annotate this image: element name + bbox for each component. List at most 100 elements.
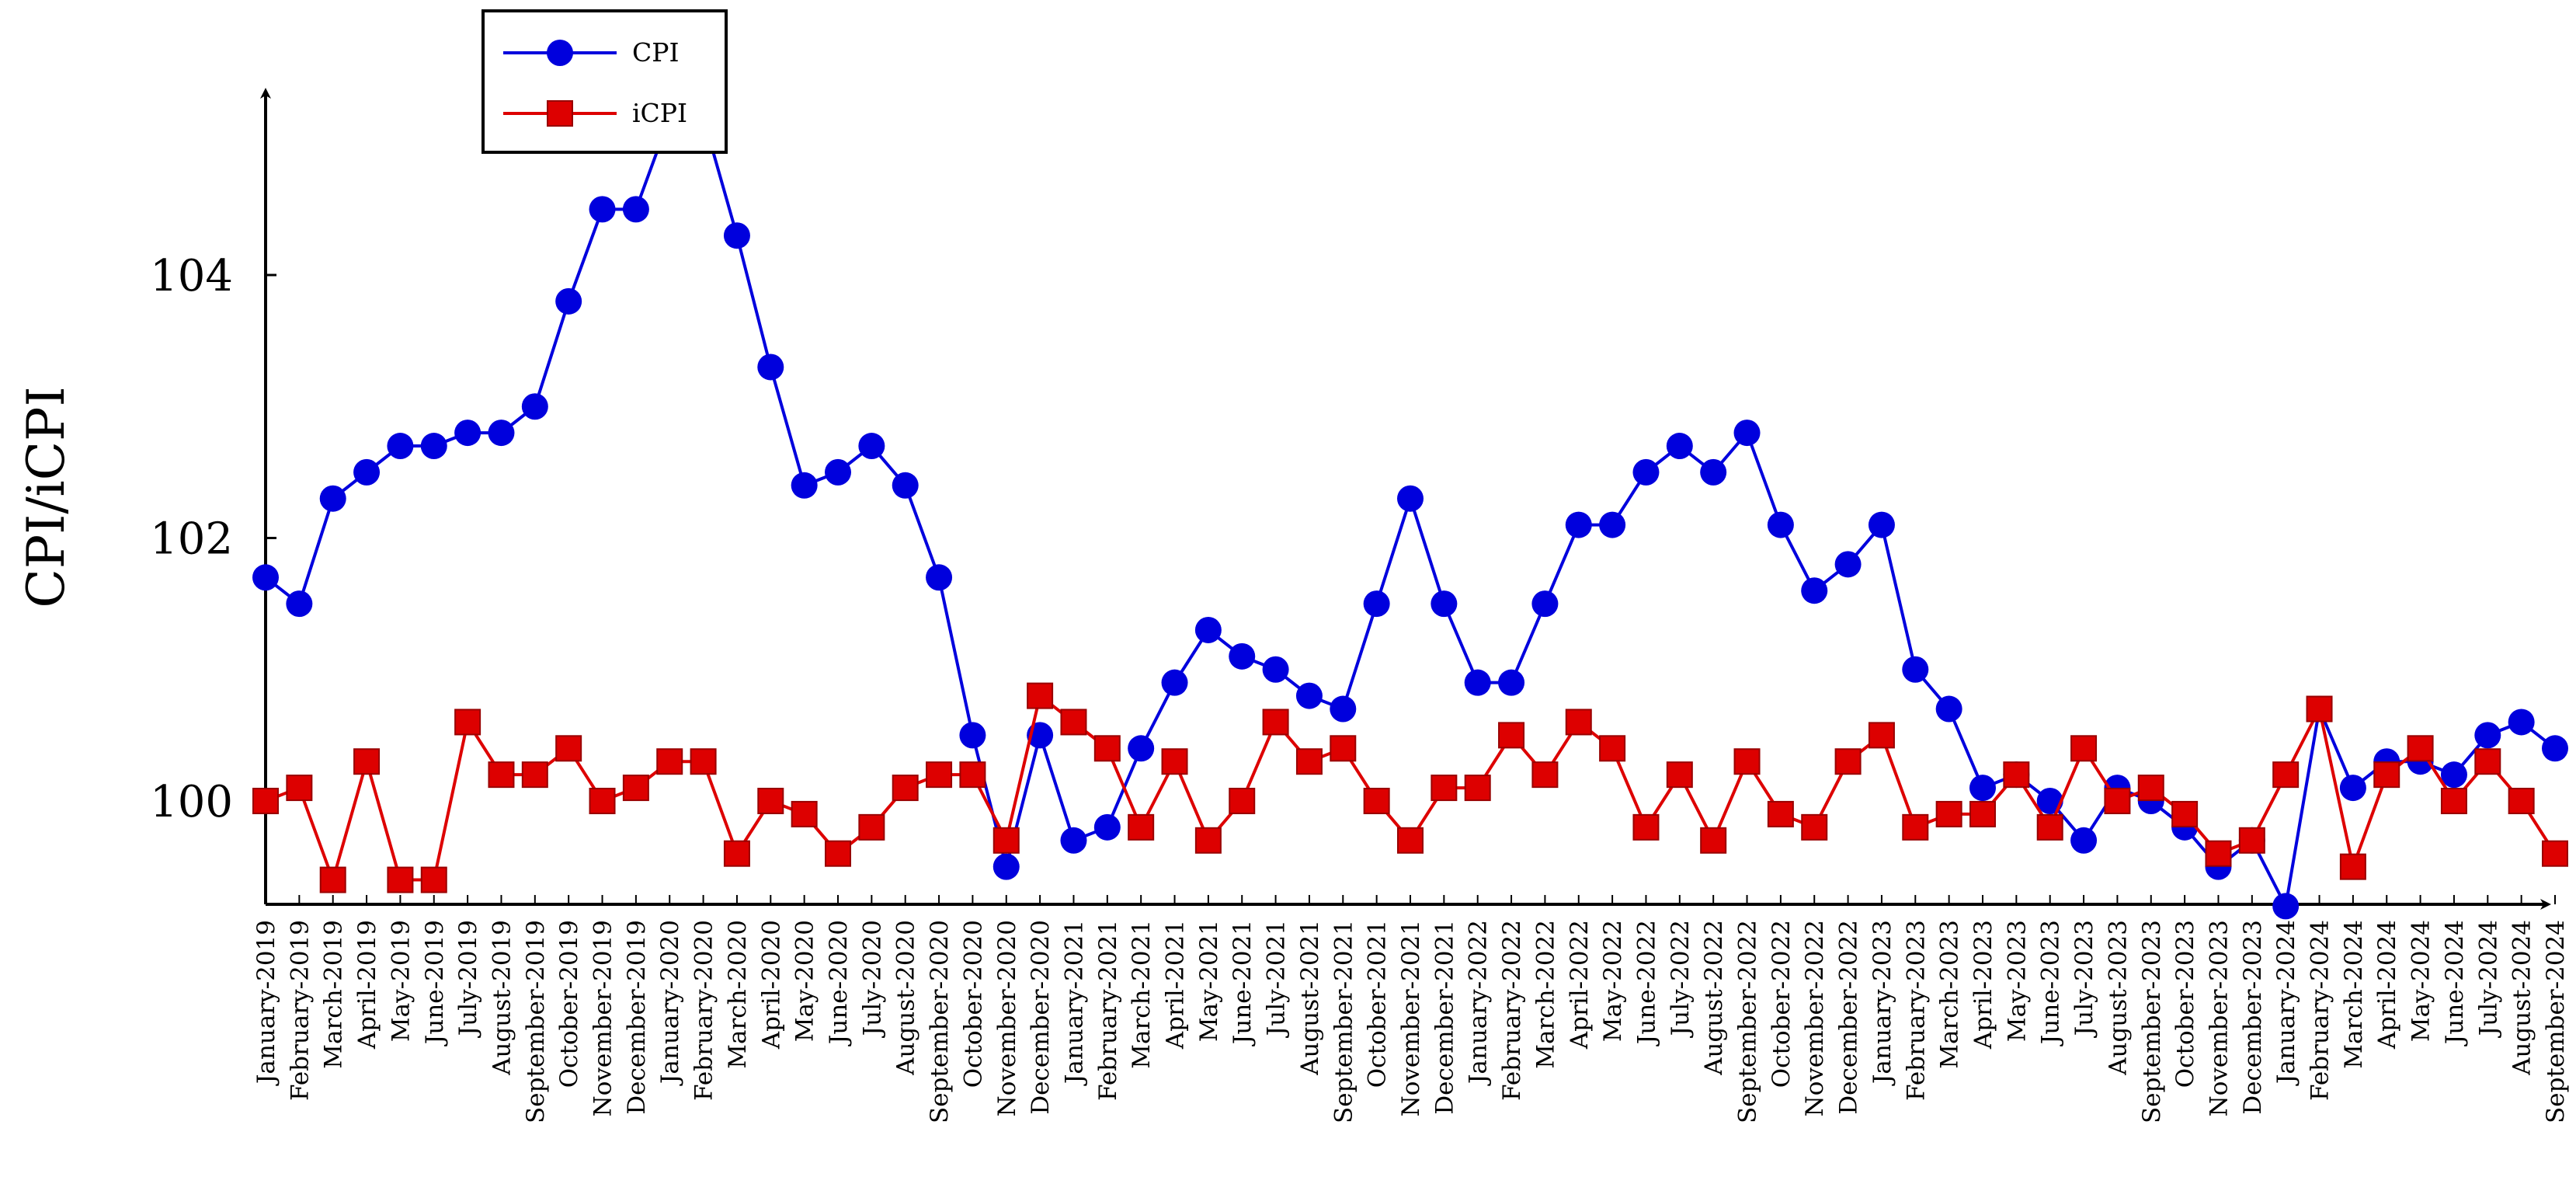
data-point-cpi xyxy=(488,420,515,447)
data-point-cpi xyxy=(420,433,447,460)
data-point-icpi xyxy=(892,775,919,802)
data-point-icpi xyxy=(723,840,750,867)
data-point-icpi xyxy=(2508,788,2535,814)
data-point-icpi xyxy=(1060,709,1087,736)
x-tick-label: October-2022 xyxy=(1768,920,1796,1088)
x-tick-label: December-2019 xyxy=(623,920,651,1115)
data-point-cpi xyxy=(1093,813,1121,841)
x-tick-label: March-2023 xyxy=(1936,920,1964,1069)
x-tick-label: August-2024 xyxy=(2508,920,2536,1076)
data-point-cpi xyxy=(2440,761,2467,789)
data-point-icpi xyxy=(2070,735,2098,762)
x-tick-label: February-2022 xyxy=(1498,920,1526,1101)
data-point-icpi xyxy=(622,775,649,802)
x-tick-label: December-2022 xyxy=(1835,920,1863,1115)
data-point-icpi xyxy=(1666,761,1693,789)
data-point-cpi xyxy=(1262,656,1289,683)
data-point-icpi xyxy=(1397,827,1424,854)
data-point-cpi xyxy=(2339,775,2366,802)
x-tick-label: July-2021 xyxy=(1263,920,1291,1038)
x-tick-label: August-2022 xyxy=(1700,920,1728,1076)
data-point-cpi xyxy=(1801,577,1828,604)
data-point-icpi xyxy=(2306,695,2333,723)
x-tick-label: February-2019 xyxy=(286,920,314,1101)
data-point-cpi xyxy=(387,433,414,460)
data-point-cpi xyxy=(521,393,548,420)
data-point-icpi xyxy=(353,748,381,775)
data-point-cpi xyxy=(1330,695,1357,723)
data-point-cpi xyxy=(2272,893,2300,920)
x-tick-label: February-2020 xyxy=(690,920,718,1101)
data-point-cpi xyxy=(1431,590,1458,618)
data-point-icpi xyxy=(1733,748,1761,775)
data-point-icpi xyxy=(1565,709,1592,736)
data-point-icpi xyxy=(589,788,616,814)
data-point-icpi xyxy=(959,761,986,789)
data-point-cpi xyxy=(1531,590,1559,618)
data-point-cpi xyxy=(1295,682,1323,709)
x-tick-label: June-2020 xyxy=(825,920,853,1046)
x-tick-label: February-2023 xyxy=(1902,920,1930,1101)
x-tick-label: November-2019 xyxy=(589,920,617,1116)
data-point-cpi xyxy=(1363,590,1390,618)
legend: CPI iCPI xyxy=(481,9,728,154)
x-tick-label: November-2021 xyxy=(1397,920,1425,1116)
data-point-cpi xyxy=(286,590,313,618)
x-tick-label: January-2023 xyxy=(1869,920,1896,1086)
x-tick-label: April-2023 xyxy=(1969,920,1997,1050)
data-point-icpi xyxy=(1295,748,1323,775)
x-tick-label: May-2024 xyxy=(2407,920,2435,1042)
x-tick-label: January-2020 xyxy=(656,920,684,1086)
data-point-cpi xyxy=(1969,775,1996,802)
x-tick-label: November-2022 xyxy=(1801,920,1829,1116)
data-point-cpi xyxy=(1935,695,1962,723)
x-tick-label: June-2024 xyxy=(2441,920,2469,1046)
data-point-icpi xyxy=(2272,761,2300,789)
data-point-icpi xyxy=(2339,853,2366,880)
x-tick-label: March-2022 xyxy=(1531,920,1559,1069)
x-tick-label: July-2019 xyxy=(454,920,482,1038)
x-tick-label: August-2021 xyxy=(1296,920,1324,1076)
x-tick-label: January-2019 xyxy=(252,920,280,1086)
x-tick-label: December-2021 xyxy=(1431,920,1458,1115)
x-tick-label: October-2019 xyxy=(555,920,583,1088)
y-tick-label: 104 xyxy=(150,251,233,301)
data-point-icpi xyxy=(2474,748,2501,775)
data-point-icpi xyxy=(2003,761,2030,789)
data-point-cpi xyxy=(1733,420,1761,447)
x-tick-label: July-2022 xyxy=(1667,920,1695,1038)
data-point-icpi xyxy=(757,788,784,814)
data-point-icpi xyxy=(1128,813,1155,841)
x-tick-label: September-2021 xyxy=(1330,920,1358,1123)
y-axis-title: CPI/iCPI xyxy=(16,386,76,608)
data-point-cpi xyxy=(1464,669,1491,696)
x-tick-label: February-2021 xyxy=(1094,920,1122,1101)
data-point-cpi xyxy=(555,287,582,315)
data-point-icpi xyxy=(2238,827,2265,854)
data-point-icpi xyxy=(858,813,885,841)
data-point-icpi xyxy=(1868,722,1895,749)
data-point-cpi xyxy=(858,433,885,460)
legend-label-cpi: CPI xyxy=(632,37,680,68)
legend-label-icpi: iCPI xyxy=(632,98,687,128)
data-point-cpi xyxy=(926,564,953,591)
data-point-icpi xyxy=(555,735,582,762)
data-point-icpi xyxy=(1632,813,1660,841)
data-point-icpi xyxy=(1902,813,1929,841)
x-tick-label: March-2024 xyxy=(2340,920,2368,1069)
x-tick-label: September-2020 xyxy=(926,920,954,1123)
data-point-cpi xyxy=(1498,669,1525,696)
data-point-icpi xyxy=(2104,788,2131,814)
data-point-icpi xyxy=(1767,800,1794,827)
x-tick-label: May-2021 xyxy=(1195,920,1223,1042)
data-point-cpi xyxy=(2070,827,2098,854)
data-point-cpi xyxy=(2542,735,2568,762)
x-tick-label: April-2024 xyxy=(2373,920,2401,1050)
data-point-icpi xyxy=(2205,840,2232,867)
data-point-cpi xyxy=(993,853,1020,880)
data-point-icpi xyxy=(1834,748,1862,775)
legend-box xyxy=(481,9,728,154)
x-tick-label: April-2019 xyxy=(353,920,381,1050)
data-point-icpi xyxy=(1498,722,1525,749)
